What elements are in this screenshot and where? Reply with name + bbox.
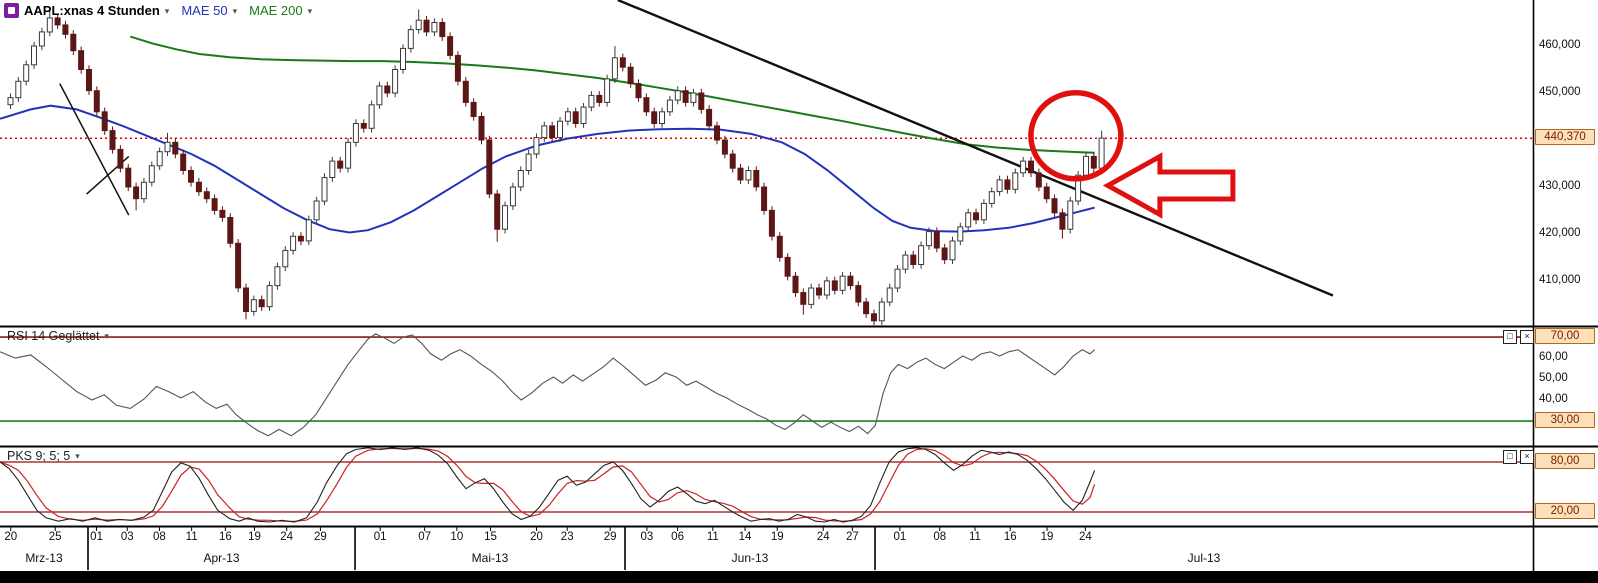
chevron-down-icon[interactable]: ▾ <box>104 331 109 341</box>
downtrend-line <box>617 0 1334 297</box>
date-tick-label: 16 <box>218 531 232 543</box>
date-tick-label: 14 <box>738 531 752 543</box>
date-tick-label: 01 <box>373 531 387 543</box>
date-tick-label: 20 <box>530 531 543 543</box>
date-tick-label: 01 <box>893 531 907 543</box>
date-tick-label: 19 <box>1040 531 1054 543</box>
price-tick-label: 460,000 <box>1539 39 1581 52</box>
rsi-line <box>0 333 1095 437</box>
date-tick-label: 08 <box>153 531 166 543</box>
chevron-down-icon[interactable]: ▾ <box>164 5 170 16</box>
mae200-indicator-label[interactable]: MAE 200 <box>249 3 303 18</box>
pks-window-controls: □ × <box>1503 450 1534 464</box>
date-tick-label: 06 <box>671 531 684 543</box>
date-tick-label: 11 <box>969 531 981 543</box>
pks-tick-label: 20,00 <box>1535 503 1595 519</box>
month-label: Mrz-13 <box>25 551 63 565</box>
pks-pane-header: PKS 9; 5; 5 ▾ <box>7 449 87 463</box>
date-tick-label: 11 <box>185 531 198 543</box>
date-tick-label: 07 <box>418 531 432 543</box>
date-tick-label: 24 <box>816 531 830 543</box>
pks-tick-label: 80,00 <box>1535 453 1595 469</box>
provider-logo-icon[interactable] <box>4 3 19 18</box>
rsi-title[interactable]: RSI 14 Geglättet <box>7 329 100 343</box>
arrow-annotation <box>1102 152 1236 219</box>
symbol-title[interactable]: AAPL:xnas 4 Stunden <box>24 3 160 18</box>
date-tick-label: 29 <box>603 531 617 543</box>
month-label: Apr-13 <box>203 551 240 565</box>
restore-icon[interactable]: □ <box>1503 450 1517 464</box>
chevron-down-icon[interactable]: ▾ <box>232 5 238 16</box>
date-tick-label: 10 <box>450 531 464 543</box>
mae50-line <box>0 104 1095 234</box>
date-tick-label: 11 <box>706 531 719 543</box>
price-tick-label: 420,000 <box>1539 226 1581 239</box>
rsi-tick-label: 40,00 <box>1539 393 1568 406</box>
date-tick-label: 01 <box>90 531 103 543</box>
rsi-tick-label: 50,00 <box>1539 372 1568 385</box>
highlight-circle-annotation <box>1028 90 1124 182</box>
current-price-badge: 440,370 <box>1535 129 1595 146</box>
restore-icon[interactable]: □ <box>1503 330 1517 344</box>
month-label: Jun-13 <box>731 551 769 565</box>
rsi-tick-label: 70,00 <box>1535 328 1595 345</box>
stochastic-k-line <box>0 447 1096 523</box>
mae50-indicator-label[interactable]: MAE 50 <box>181 3 228 18</box>
price-tick-label: 410,000 <box>1539 273 1581 286</box>
date-tick-label: 08 <box>933 531 947 543</box>
date-tick-label: 24 <box>1078 531 1092 543</box>
date-tick-label: 19 <box>248 531 261 543</box>
date-tick-label: 20 <box>4 531 18 543</box>
chevron-down-icon[interactable]: ▾ <box>75 451 80 461</box>
price-tick-label: 450,000 <box>1539 86 1581 98</box>
close-icon[interactable]: × <box>1520 450 1534 464</box>
date-tick-label: 19 <box>770 531 784 543</box>
rsi-pane-header: RSI 14 Geglättet ▾ <box>7 329 116 343</box>
date-tick-label: 23 <box>560 531 574 543</box>
date-tick-label: 25 <box>48 531 62 543</box>
pks-title[interactable]: PKS 9; 5; 5 <box>7 449 71 463</box>
candlestick-series <box>7 9 1105 326</box>
rsi-tick-label: 30,00 <box>1535 412 1595 429</box>
date-tick-label: 24 <box>280 531 294 543</box>
drawn-line-segment <box>59 83 130 216</box>
date-tick-label: 27 <box>845 531 859 543</box>
indicator-level-lines <box>0 336 1533 513</box>
date-tick-label: 29 <box>313 531 327 543</box>
month-label: Mai-13 <box>471 551 509 565</box>
date-tick-label: 15 <box>484 531 497 543</box>
close-icon[interactable]: × <box>1520 330 1534 344</box>
date-tick-label: 03 <box>640 531 654 543</box>
price-tick-label: 430,000 <box>1539 179 1581 192</box>
month-label: Jul-13 <box>1187 551 1221 565</box>
rsi-tick-label: 60,00 <box>1539 351 1568 364</box>
chevron-down-icon[interactable]: ▾ <box>307 5 313 16</box>
price-pane-header: AAPL:xnas 4 Stunden ▾ MAE 50 ▾ MAE 200 ▾ <box>4 3 319 18</box>
mae200-line <box>130 35 1095 154</box>
stochastic-d-line <box>0 447 1096 523</box>
date-tick-label: 03 <box>120 531 134 543</box>
rsi-window-controls: □ × <box>1503 330 1534 344</box>
date-tick-label: 16 <box>1003 531 1017 543</box>
